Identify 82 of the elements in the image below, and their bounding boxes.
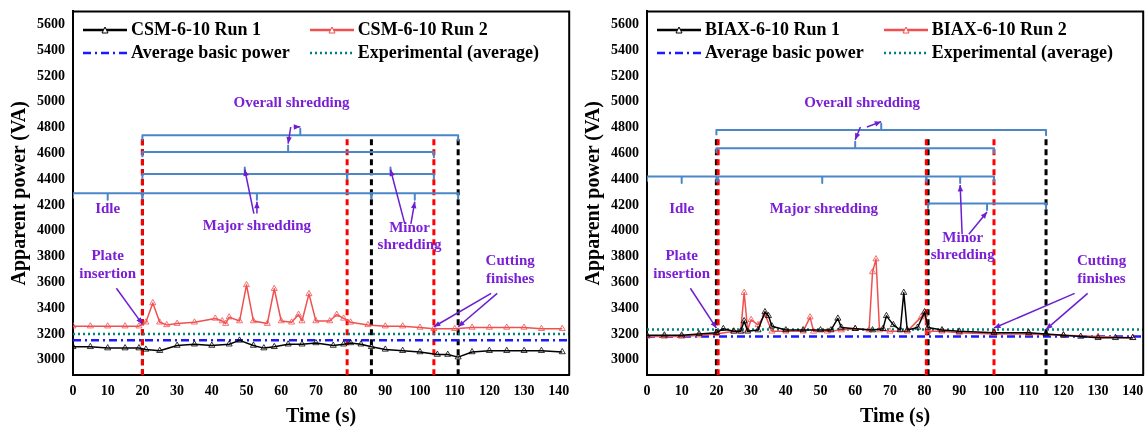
y-tick-label: 3200 — [611, 325, 639, 341]
x-tick-label: 70 — [882, 383, 897, 399]
y-tick-label: 4400 — [37, 170, 65, 186]
x-tick-label: 130 — [513, 383, 535, 399]
y-tick-label: 5200 — [37, 67, 65, 83]
x-tick-label: 60 — [274, 383, 289, 399]
y-tick-label: 5400 — [611, 41, 639, 57]
y-tick-label: 3000 — [37, 351, 65, 367]
legend-label: Average basic power — [131, 42, 290, 64]
y-tick-label: 4600 — [37, 144, 65, 160]
x-axis-title: Time (s) — [286, 404, 357, 428]
annotation: Idle — [669, 200, 695, 218]
y-tick-label: 4800 — [37, 119, 65, 135]
annotation: Overall shredding — [804, 94, 921, 112]
x-tick-label: 90 — [952, 383, 967, 399]
x-tick-label: 10 — [674, 383, 689, 399]
y-tick-label: 3600 — [37, 273, 65, 289]
y-tick-label: 3000 — [611, 351, 639, 367]
x-tick-label: 0 — [69, 383, 77, 399]
annotation: Minor shredding — [929, 228, 996, 264]
x-tick-label: 130 — [1087, 383, 1109, 399]
annotation: Major shredding — [769, 200, 879, 218]
annotation: Cutting finishes — [1075, 252, 1128, 287]
x-tick-label: 90 — [378, 383, 393, 399]
legend-label: BIAX-6-10 Run 1 — [705, 19, 841, 41]
y-axis-title: Apparent power (VA) — [7, 101, 31, 286]
x-axis-title: Time (s) — [860, 404, 931, 428]
y-tick-label: 5400 — [37, 41, 65, 57]
x-tick-label: 30 — [170, 383, 185, 399]
x-tick-label: 20 — [709, 383, 724, 399]
x-tick-label: 110 — [1018, 383, 1039, 399]
annotation: Idle — [95, 200, 121, 218]
x-tick-label: 40 — [778, 383, 793, 399]
y-tick-label: 3600 — [611, 273, 639, 289]
annotation: Plate insertion — [78, 247, 137, 282]
x-tick-label: 50 — [813, 383, 828, 399]
y-tick-label: 3800 — [611, 248, 639, 264]
y-tick-label: 5600 — [37, 15, 65, 31]
annotation: Cutting finishes — [484, 252, 536, 287]
y-tick-label: 5600 — [611, 15, 639, 31]
annotation: Major shredding — [202, 216, 312, 235]
y-tick-label: 4800 — [611, 119, 639, 135]
x-tick-label: 120 — [478, 383, 500, 399]
y-tick-label: 3400 — [611, 299, 639, 315]
y-tick-label: 5200 — [611, 67, 639, 83]
x-tick-label: 80 — [917, 383, 932, 399]
x-tick-label: 120 — [1052, 383, 1074, 399]
x-tick-label: 10 — [100, 383, 115, 399]
x-tick-label: 100 — [983, 383, 1005, 399]
y-tick-label: 3800 — [37, 248, 65, 264]
y-tick-label: 3400 — [37, 299, 65, 315]
y-tick-label: 3200 — [37, 325, 65, 341]
legend-label: Experimental (average) — [931, 42, 1114, 64]
legend-label: Experimental (average) — [357, 42, 540, 64]
x-tick-label: 40 — [204, 383, 219, 399]
x-tick-label: 0 — [643, 383, 651, 399]
x-tick-label: 80 — [343, 383, 358, 399]
legend-label: Average basic power — [705, 42, 864, 64]
x-tick-label: 70 — [308, 383, 323, 399]
x-tick-label: 110 — [444, 383, 465, 399]
legend-label: CSM-6-10 Run 2 — [357, 19, 488, 41]
annotation: Minor shredding — [376, 218, 443, 254]
x-tick-label: 60 — [848, 383, 863, 399]
y-tick-label: 4000 — [37, 222, 65, 238]
y-tick-label: 4600 — [611, 144, 639, 160]
x-tick-label: 100 — [409, 383, 431, 399]
legend-label: BIAX-6-10 Run 2 — [931, 19, 1067, 41]
y-axis-title: Apparent power (VA) — [581, 101, 605, 286]
x-tick-label: 50 — [239, 383, 254, 399]
y-tick-label: 4200 — [611, 196, 639, 212]
x-tick-label: 140 — [548, 383, 570, 399]
annotation: Overall shredding — [233, 94, 350, 112]
legend-label: CSM-6-10 Run 1 — [131, 19, 262, 41]
x-tick-label: 20 — [135, 383, 150, 399]
annotation: Plate insertion — [652, 247, 711, 282]
x-tick-label: 30 — [744, 383, 759, 399]
y-tick-label: 4000 — [611, 222, 639, 238]
y-tick-label: 5000 — [37, 93, 65, 109]
x-tick-label: 140 — [1122, 383, 1144, 399]
y-tick-label: 5000 — [611, 93, 639, 109]
y-tick-label: 4400 — [611, 170, 639, 186]
y-tick-label: 4200 — [37, 196, 65, 212]
